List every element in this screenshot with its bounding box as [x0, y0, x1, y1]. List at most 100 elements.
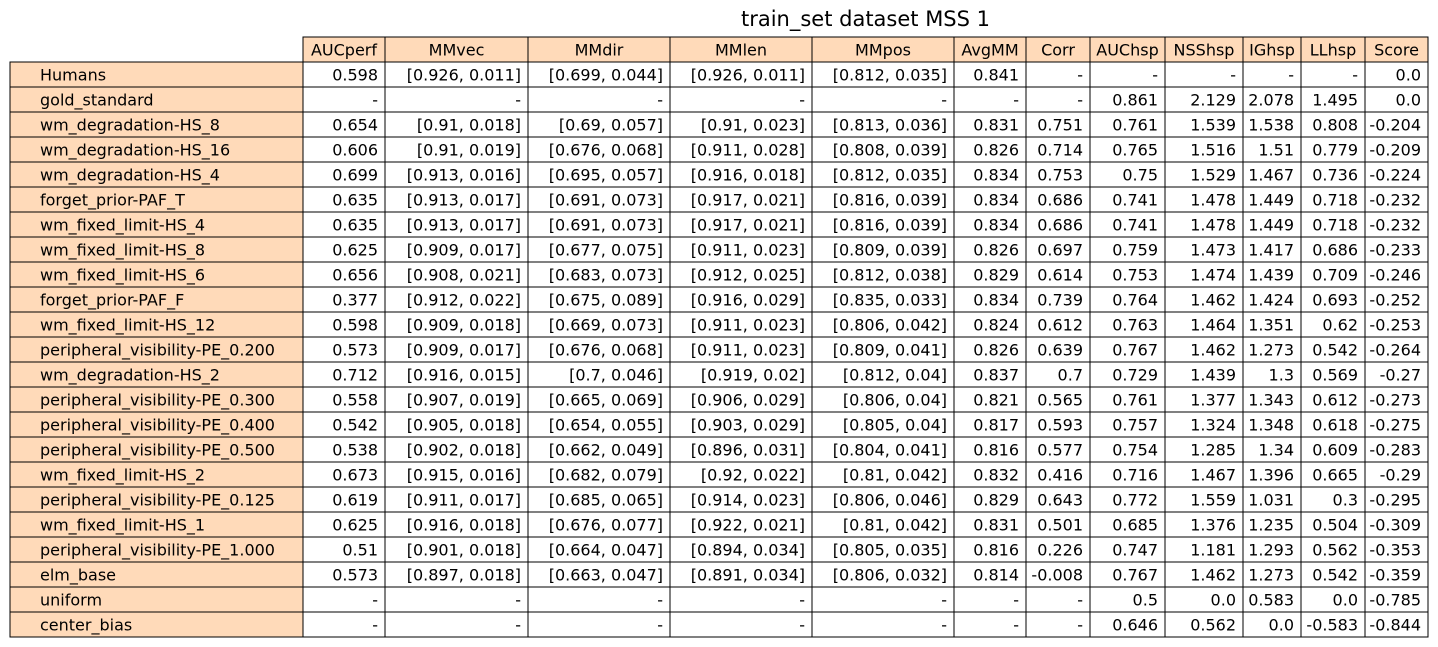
row-label: peripheral_visibility-PE_0.300 [40, 391, 275, 411]
cell-value: [0.806, 0.046] [833, 491, 947, 510]
row-label: peripheral_visibility-PE_0.200 [40, 341, 275, 361]
table-cell [811, 611, 955, 638]
table-cell [384, 361, 529, 388]
header-cell: MMdir [527, 36, 671, 63]
header-cell: MMlen [669, 36, 813, 63]
table-cell [384, 161, 529, 188]
cell-value: [0.676, 0.077] [549, 516, 663, 535]
table-cell [953, 536, 1027, 563]
column-header: MMpos [855, 41, 911, 60]
table-cell [1364, 136, 1429, 163]
cell-value: 0.772 [1112, 491, 1158, 510]
table-cell [953, 336, 1027, 363]
table-cell [953, 186, 1027, 213]
cell-value: 1.474 [1190, 266, 1236, 285]
table-cell [953, 286, 1027, 313]
table-cell [811, 386, 955, 413]
table-cell [1089, 86, 1166, 113]
table-cell [1300, 386, 1366, 413]
cell-value: 1.273 [1248, 566, 1294, 585]
cell-value: 0.51 [342, 541, 378, 560]
cell-value: 1.538 [1248, 116, 1294, 135]
table-cell [302, 461, 386, 488]
table-cell [302, 386, 386, 413]
cell-value: 1.473 [1190, 241, 1236, 260]
table-cell [1164, 411, 1244, 438]
table-cell [1300, 411, 1366, 438]
table-cell [669, 186, 813, 213]
cell-value: 0.656 [332, 266, 378, 285]
cell-value: 0.779 [1312, 141, 1358, 160]
cell-value: 1.285 [1190, 441, 1236, 460]
table-cell [1364, 511, 1429, 538]
table-cell [1089, 411, 1166, 438]
cell-value: 0.761 [1112, 116, 1158, 135]
column-header: MMlen [715, 41, 767, 60]
cell-value: [0.809, 0.039] [833, 241, 947, 260]
cell-value: 0.747 [1112, 541, 1158, 560]
table-cell [811, 536, 955, 563]
table-cell [953, 61, 1027, 88]
table-row: peripheral_visibility-PE_0.400 0.542 [0.90… [9, 411, 1429, 438]
cell-value: [0.916, 0.018] [407, 516, 521, 535]
cell-value: 0.573 [332, 566, 378, 585]
cell-value: 0.718 [1312, 216, 1358, 235]
table-cell [1089, 386, 1166, 413]
table-cell [527, 361, 671, 388]
cell-value: - [372, 616, 378, 635]
table-cell [811, 86, 955, 113]
table-cell [1025, 386, 1091, 413]
table-cell [953, 586, 1027, 613]
row-label-cell [9, 61, 304, 88]
cell-value: -0.224 [1369, 166, 1421, 185]
table-cell [1025, 461, 1091, 488]
cell-value: 0.7 [1058, 366, 1083, 385]
cell-value: [0.813, 0.036] [833, 116, 947, 135]
cell-value: [0.675, 0.089] [549, 291, 663, 310]
table-cell [384, 211, 529, 238]
cell-value: 1.324 [1190, 416, 1236, 435]
table-cell [527, 611, 671, 638]
cell-value: [0.894, 0.034] [691, 541, 805, 560]
cell-value: 1.439 [1190, 366, 1236, 385]
cell-value: 1.235 [1248, 516, 1294, 535]
table-cell [384, 486, 529, 513]
table-row: wm_fixed_limit-HS_6 0.656 [0.908, 0.021] [0… [9, 261, 1429, 288]
cell-value: - [1230, 66, 1236, 85]
cell-value: 0.538 [332, 441, 378, 460]
cell-value: 0.821 [973, 391, 1019, 410]
row-label: wm_fixed_limit-HS_8 [40, 241, 205, 261]
cell-value: 1.293 [1248, 541, 1294, 560]
cell-value: - [1013, 591, 1019, 610]
cell-value: - [657, 591, 663, 610]
table-cell [1242, 561, 1302, 588]
row-label: wm_fixed_limit-HS_2 [40, 466, 205, 486]
cell-value: [0.81, 0.042] [843, 466, 947, 485]
row-label-cell [9, 436, 304, 463]
table-row: peripheral_visibility-PE_0.300 0.558 [0.90… [9, 386, 1429, 413]
cell-value: [0.922, 0.021] [691, 516, 805, 535]
cell-value: 2.078 [1248, 91, 1294, 110]
table-cell [302, 561, 386, 588]
chart-title: train_set dataset MSS 1 [740, 7, 991, 31]
cell-value: 0.759 [1112, 241, 1158, 260]
cell-value: 1.495 [1312, 91, 1358, 110]
cell-value: [0.676, 0.068] [549, 341, 663, 360]
cell-value: 0.635 [332, 216, 378, 235]
cell-value: 0.808 [1312, 116, 1358, 135]
cell-value: 0.826 [973, 241, 1019, 260]
cell-value: 0.598 [332, 316, 378, 335]
cell-value: [0.902, 0.018] [407, 441, 521, 460]
cell-value: [0.911, 0.028] [691, 141, 805, 160]
cell-value: 0.542 [1312, 566, 1358, 585]
table-row: wm_fixed_limit-HS_4 0.635 [0.913, 0.017] [0… [9, 211, 1429, 238]
cell-value: 0.226 [1037, 541, 1083, 560]
cell-value: 1.3 [1269, 366, 1294, 385]
cell-value: 0.654 [332, 116, 378, 135]
table-cell [1242, 586, 1302, 613]
table-cell [811, 361, 955, 388]
table-cell [302, 336, 386, 363]
cell-value: 1.478 [1190, 216, 1236, 235]
table-cell [1025, 236, 1091, 263]
table-row: wm_degradation-HS_4 0.699 [0.913, 0.016] [0… [9, 161, 1429, 188]
